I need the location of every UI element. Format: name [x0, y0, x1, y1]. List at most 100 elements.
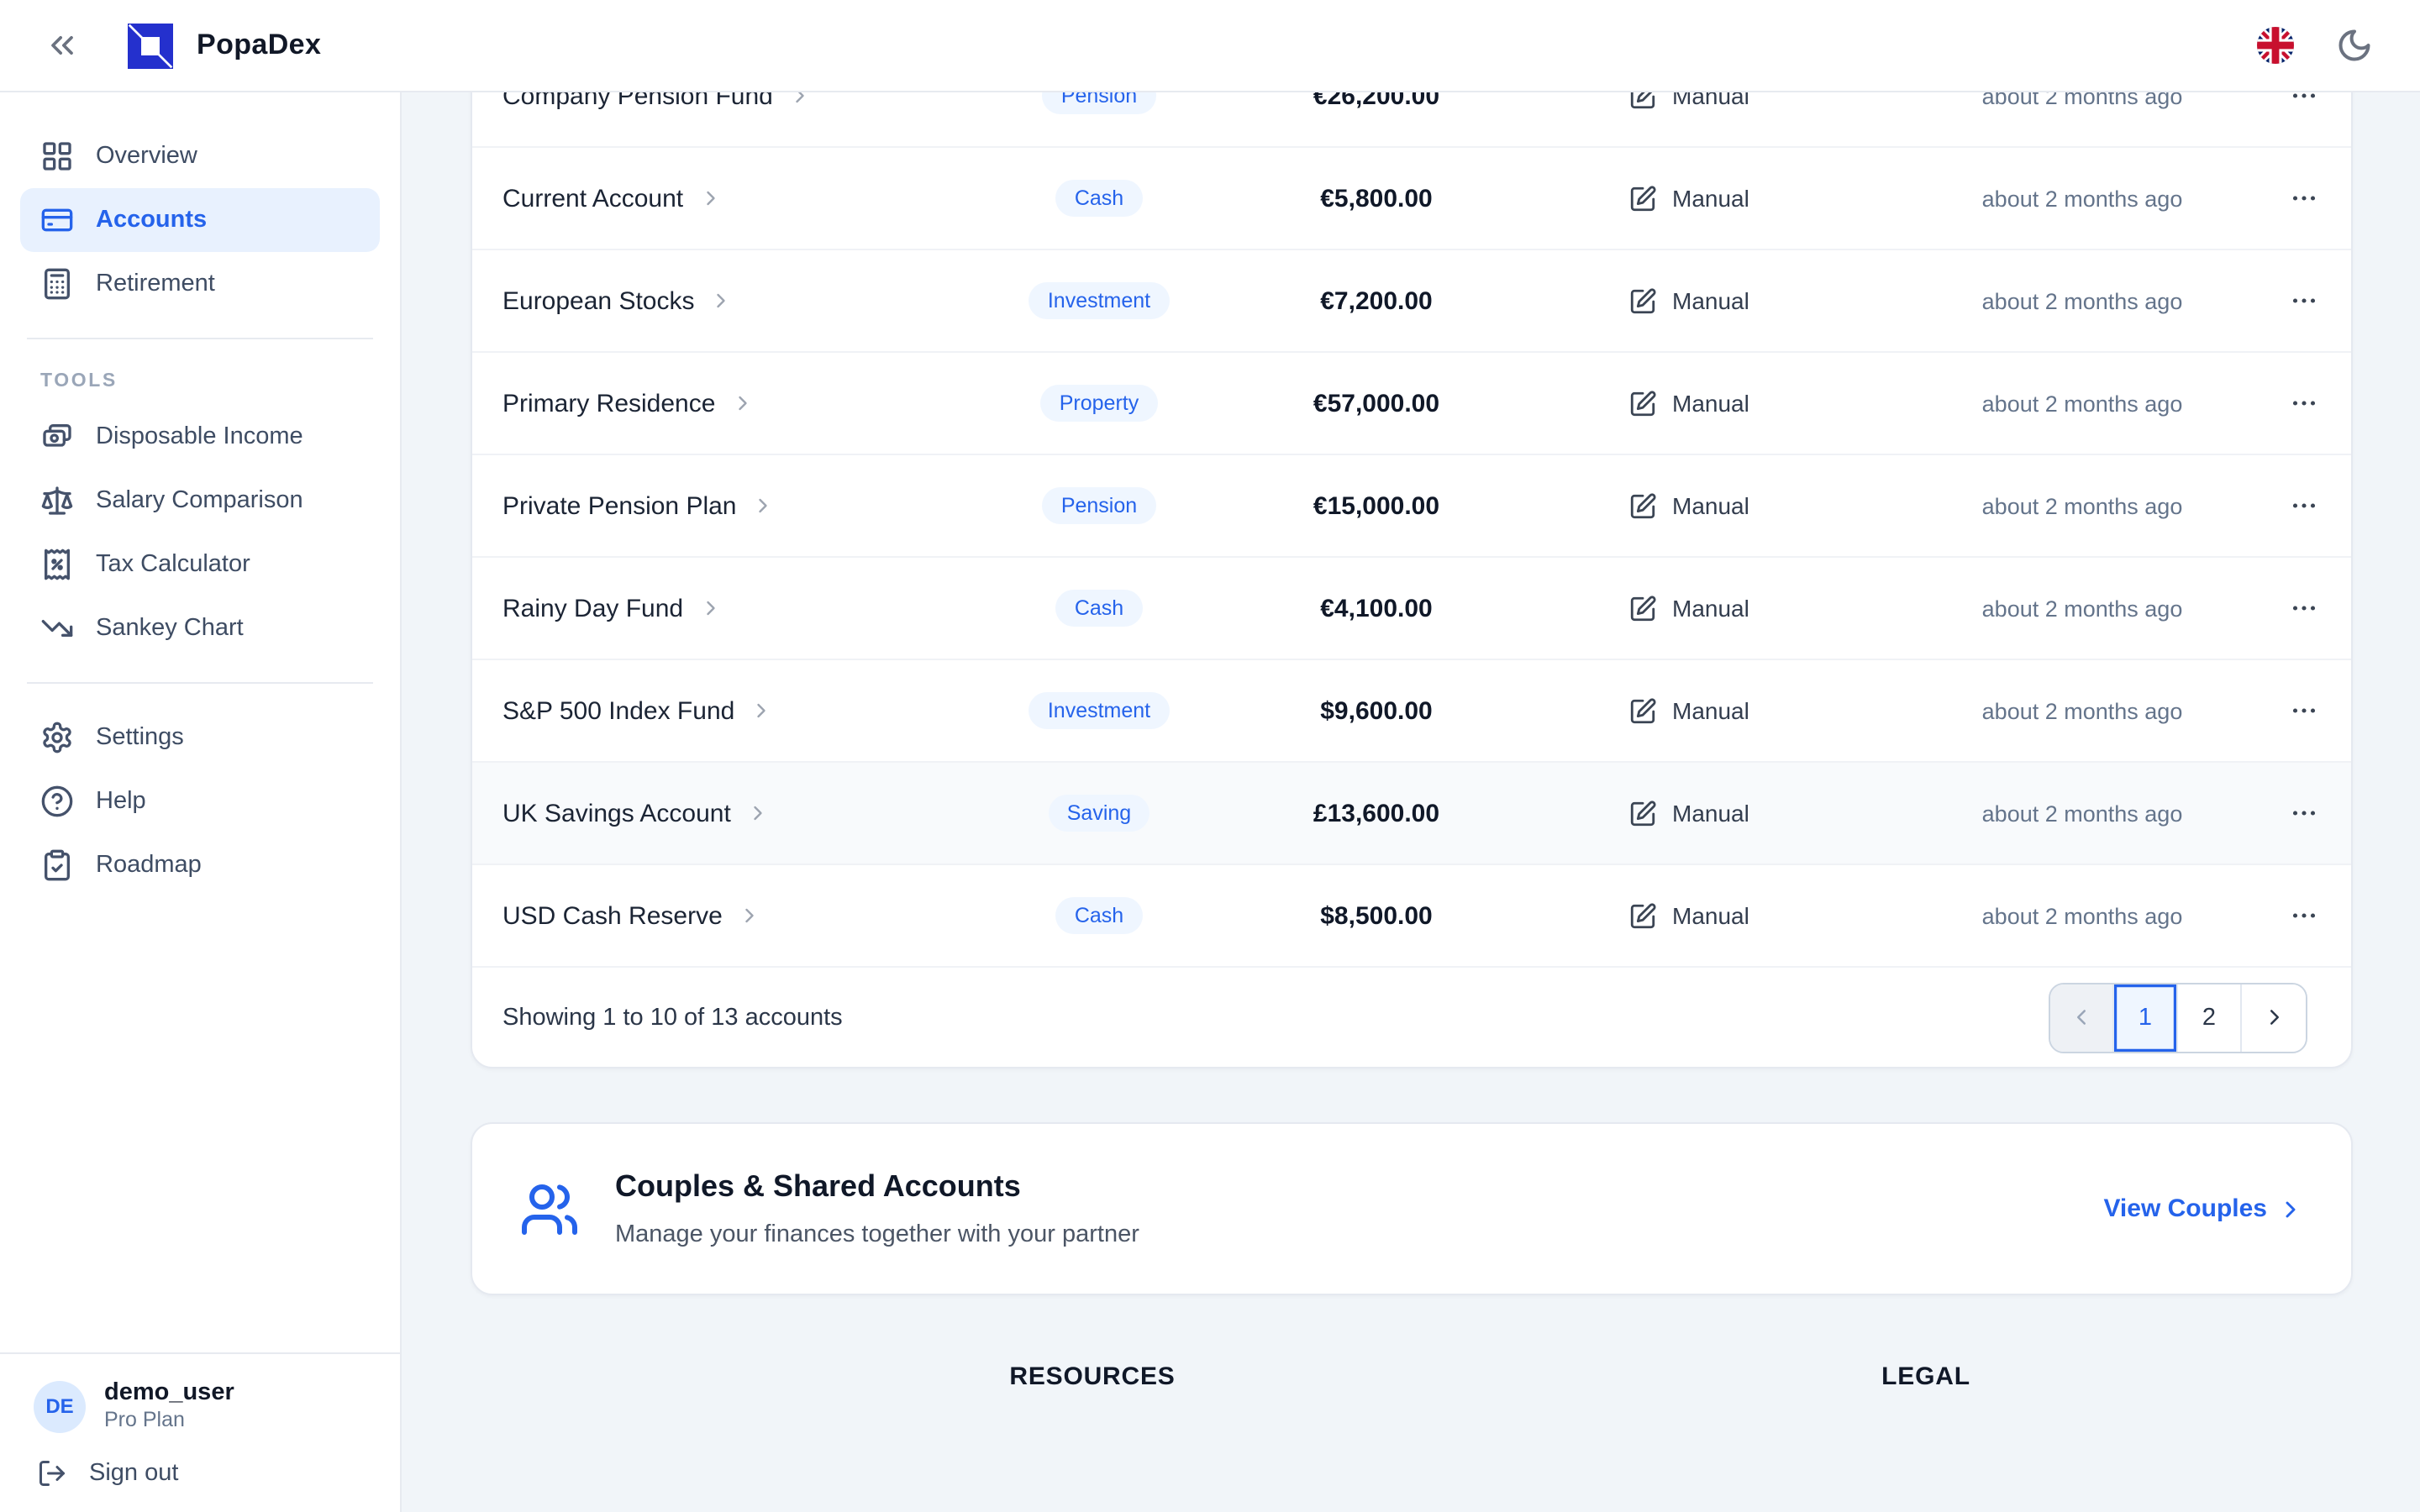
sidebar-item-retirement[interactable]: Retirement — [20, 252, 380, 316]
chevron-right-icon — [738, 396, 747, 411]
sidebar-item-help[interactable]: Help — [20, 769, 380, 833]
sidebar-item-tax-calculator[interactable]: Tax Calculator — [20, 533, 380, 596]
chevron-right-icon — [706, 601, 714, 616]
app-title: PopaDex — [197, 29, 322, 60]
account-name: Company Pension Fund — [502, 91, 773, 110]
pagination-controls: 1 2 — [2049, 982, 2307, 1053]
chevron-right-icon — [754, 806, 762, 821]
account-name: S&P 500 Index Fund — [502, 696, 735, 725]
theme-toggle-button[interactable] — [2333, 24, 2376, 67]
account-source: Manual — [1544, 286, 1881, 315]
page-footer: RESOURCES LEGAL — [402, 1346, 2420, 1446]
account-updated: about 2 months ago — [1981, 391, 2183, 416]
account-link[interactable]: UK Savings Account — [502, 799, 990, 827]
scale-icon — [40, 484, 74, 517]
credit-card-icon — [40, 203, 74, 237]
account-updated: about 2 months ago — [1981, 91, 2183, 108]
sidebar-item-sankey-chart[interactable]: Sankey Chart — [20, 596, 380, 660]
account-value: €57,000.00 — [1313, 389, 1440, 417]
account-value: €5,800.00 — [1320, 184, 1433, 213]
help-circle-icon — [40, 785, 74, 818]
next-page-button[interactable] — [2242, 984, 2306, 1051]
account-value: €7,200.00 — [1320, 286, 1433, 315]
account-updated: about 2 months ago — [1981, 903, 2183, 928]
row-menu-button[interactable] — [2284, 388, 2324, 418]
account-link[interactable]: Primary Residence — [502, 389, 990, 417]
sidebar-item-settings[interactable]: Settings — [20, 706, 380, 769]
sidebar-item-salary-comparison[interactable]: Salary Comparison — [20, 469, 380, 533]
sidebar-user-section: DE demo_user Pro Plan Sign out — [0, 1352, 400, 1512]
footer-legal-heading: LEGAL — [1881, 1362, 1970, 1391]
category-badge: Investment — [1028, 282, 1170, 319]
category-badge: Saving — [1048, 795, 1150, 832]
row-menu-button[interactable] — [2284, 91, 2324, 111]
account-updated: about 2 months ago — [1981, 288, 2183, 313]
user-name: demo_user — [104, 1379, 234, 1407]
chevrons-left-icon — [44, 27, 81, 64]
account-source: Manual — [1544, 901, 1881, 930]
account-source: Manual — [1544, 184, 1881, 213]
table-row: Private Pension Plan Pension €15,000.00 … — [472, 455, 2351, 558]
chevron-right-icon — [745, 908, 754, 923]
sidebar-item-roadmap[interactable]: Roadmap — [20, 833, 380, 897]
row-menu-button[interactable] — [2284, 286, 2324, 316]
avatar: DE — [34, 1380, 86, 1433]
sidebar-item-label: Settings — [96, 724, 184, 751]
table-row: Company Pension Fund Pension €26,200.00 … — [472, 91, 2351, 148]
language-button[interactable] — [2252, 22, 2299, 69]
edit-pencil-icon — [1630, 91, 1655, 108]
account-link[interactable]: S&P 500 Index Fund — [502, 696, 990, 725]
row-menu-button[interactable] — [2284, 491, 2324, 521]
sidebar-item-label: Overview — [96, 143, 197, 170]
account-name: Primary Residence — [502, 389, 716, 417]
sidebar-item-disposable-income[interactable]: Disposable Income — [20, 405, 380, 469]
account-updated: about 2 months ago — [1981, 698, 2183, 723]
row-menu-button[interactable] — [2284, 593, 2324, 623]
category-badge: Pension — [1042, 91, 1156, 114]
couples-card-subtitle: Manage your finances together with your … — [615, 1221, 1139, 1248]
account-updated: about 2 months ago — [1981, 801, 2183, 826]
account-source: Manual — [1544, 594, 1881, 622]
sidebar-item-label: Retirement — [96, 270, 215, 297]
row-menu-button[interactable] — [2284, 900, 2324, 931]
view-couples-link[interactable]: View Couples — [2103, 1194, 2304, 1223]
gear-icon — [40, 721, 74, 754]
receipt-percent-icon — [40, 548, 74, 581]
account-name: USD Cash Reserve — [502, 901, 723, 930]
account-link[interactable]: USD Cash Reserve — [502, 901, 990, 930]
account-link[interactable]: Company Pension Fund — [502, 91, 990, 110]
chevron-right-icon — [717, 293, 726, 308]
account-link[interactable]: Rainy Day Fund — [502, 594, 990, 622]
page-1-button[interactable]: 1 — [2114, 984, 2178, 1051]
account-name: Private Pension Plan — [502, 491, 737, 520]
tools-section-heading: TOOLS — [40, 371, 118, 391]
chevron-right-icon — [759, 498, 768, 513]
table-row: Current Account Cash €5,800.00 Manual ab… — [472, 148, 2351, 250]
row-menu-button[interactable] — [2284, 696, 2324, 726]
table-row: European Stocks Investment €7,200.00 Man… — [472, 250, 2351, 353]
row-menu-button[interactable] — [2284, 798, 2324, 828]
chevron-right-icon — [796, 91, 804, 103]
row-menu-button[interactable] — [2284, 183, 2324, 213]
account-value: €26,200.00 — [1313, 91, 1440, 110]
sidebar-item-overview[interactable]: Overview — [20, 124, 380, 188]
sidebar-item-label: Tax Calculator — [96, 551, 250, 578]
chevron-right-icon — [2270, 1010, 2278, 1025]
page-2-button[interactable]: 2 — [2178, 984, 2242, 1051]
category-badge: Cash — [1055, 590, 1143, 627]
account-link[interactable]: Private Pension Plan — [502, 491, 990, 520]
sidebar-item-label: Help — [96, 788, 146, 815]
prev-page-button[interactable] — [2050, 984, 2114, 1051]
sign-out-label: Sign out — [89, 1460, 179, 1487]
account-updated: about 2 months ago — [1981, 186, 2183, 211]
sign-out-button[interactable]: Sign out — [34, 1455, 182, 1492]
account-link[interactable]: European Stocks — [502, 286, 990, 315]
sidebar-collapse-button[interactable] — [37, 20, 87, 71]
ellipsis-icon — [2292, 298, 2316, 303]
sidebar-item-accounts[interactable]: Accounts — [20, 188, 380, 252]
account-source: Manual — [1544, 799, 1881, 827]
account-name: European Stocks — [502, 286, 695, 315]
account-link[interactable]: Current Account — [502, 184, 990, 213]
account-source: Manual — [1544, 696, 1881, 725]
account-value: $9,600.00 — [1320, 696, 1433, 725]
